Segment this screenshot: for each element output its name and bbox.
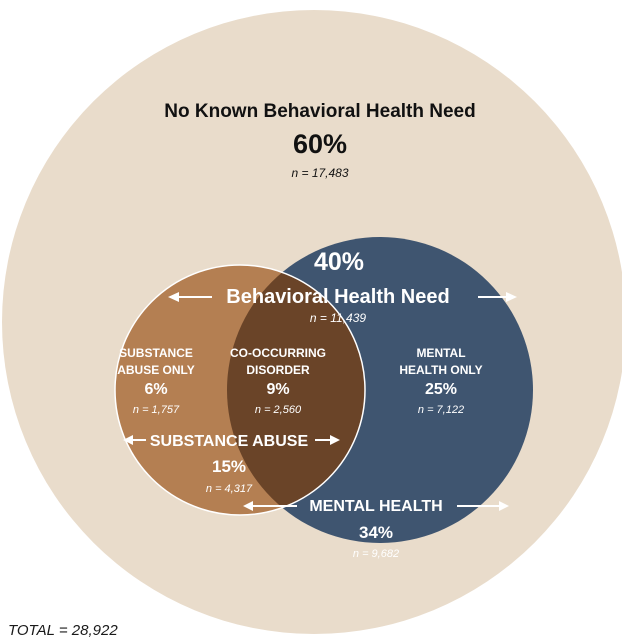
no-need-title: No Known Behavioral Health Need (164, 101, 475, 122)
mh-only-count: n = 7,122 (418, 404, 464, 416)
sa-only-line1: SUBSTANCE (119, 346, 193, 360)
sa-only-count: n = 1,757 (133, 404, 180, 416)
sa-total-count: n = 4,317 (206, 483, 253, 495)
no-need-count: n = 17,483 (291, 166, 348, 180)
sa-total-percent: 15% (212, 457, 246, 476)
no-need-percent: 60% (293, 129, 347, 159)
sa-total-title: SUBSTANCE ABUSE (150, 433, 309, 450)
mh-total-percent: 34% (359, 523, 393, 542)
mh-only-line1: MENTAL (416, 346, 465, 360)
bh-count: n = 11,439 (310, 311, 366, 325)
bh-right-arrow (478, 292, 517, 302)
sa-right-arrow (315, 435, 340, 445)
mh-total-count: n = 9,682 (353, 548, 399, 560)
substance-abuse-outline (114, 264, 366, 516)
co-occurring-line1: CO-OCCURRING (230, 346, 326, 360)
co-occurring-count: n = 2,560 (255, 404, 302, 416)
total-count: TOTAL = 28,922 (8, 622, 118, 639)
sa-only-percent: 6% (144, 381, 167, 398)
sa-only-line2: ABUSE ONLY (117, 363, 195, 377)
mh-only-line2: HEALTH ONLY (399, 363, 482, 377)
bh-left-arrow (168, 292, 212, 302)
mh-only-percent: 25% (425, 381, 457, 398)
sa-left-arrow (123, 435, 146, 445)
mh-total-title: MENTAL HEALTH (309, 498, 442, 515)
bh-title: Behavioral Health Need (226, 286, 449, 308)
mh-right-arrow (457, 501, 509, 511)
co-occurring-overlap (227, 265, 365, 515)
co-occurring-percent: 9% (266, 381, 289, 398)
bh-percent: 40% (314, 248, 364, 276)
mh-left-arrow (243, 501, 297, 511)
co-occurring-line2: DISORDER (246, 363, 310, 377)
